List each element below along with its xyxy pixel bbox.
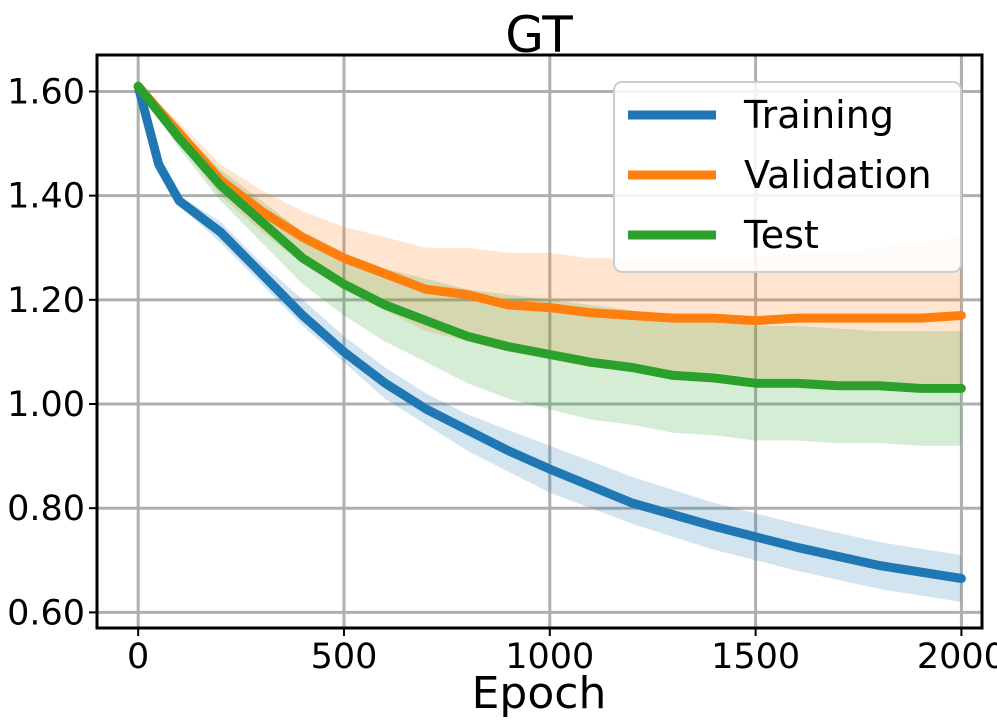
y-tick-label-1: 0.80 xyxy=(7,489,85,529)
confidence-bands xyxy=(138,86,962,603)
legend: Training Validation Test xyxy=(613,81,962,273)
y-tick-label-0: 0.60 xyxy=(7,593,85,633)
y-tick-label-4: 1.40 xyxy=(7,177,85,217)
x-axis-ticks: 0 500 1000 1500 2000 xyxy=(127,628,997,677)
y-tick-label-5: 1.60 xyxy=(7,72,85,112)
training-line xyxy=(133,81,966,583)
x-tick-label-3: 1500 xyxy=(711,637,800,677)
legend-label-training: Training xyxy=(743,93,894,137)
series-lines xyxy=(133,81,966,583)
x-tick-label-1: 500 xyxy=(311,637,378,677)
validation-line xyxy=(133,81,966,326)
training-band xyxy=(138,86,962,603)
x-tick-label-0: 0 xyxy=(127,637,149,677)
x-axis-label: Epoch xyxy=(472,668,607,719)
x-tick-label-2: 1000 xyxy=(505,637,594,677)
legend-box xyxy=(613,81,962,273)
legend-label-test: Test xyxy=(743,213,819,257)
y-axis-ticks: 0.60 0.80 1.00 1.20 1.40 1.60 xyxy=(7,72,97,633)
y-tick-label-3: 1.20 xyxy=(7,281,85,321)
legend-label-validation: Validation xyxy=(744,153,932,197)
x-tick-label-4: 2000 xyxy=(917,637,997,677)
plot-frame xyxy=(95,53,984,630)
test-band xyxy=(138,86,962,446)
y-tick-label-2: 1.00 xyxy=(7,385,85,425)
validation-band xyxy=(138,86,962,384)
test-line xyxy=(133,81,966,393)
